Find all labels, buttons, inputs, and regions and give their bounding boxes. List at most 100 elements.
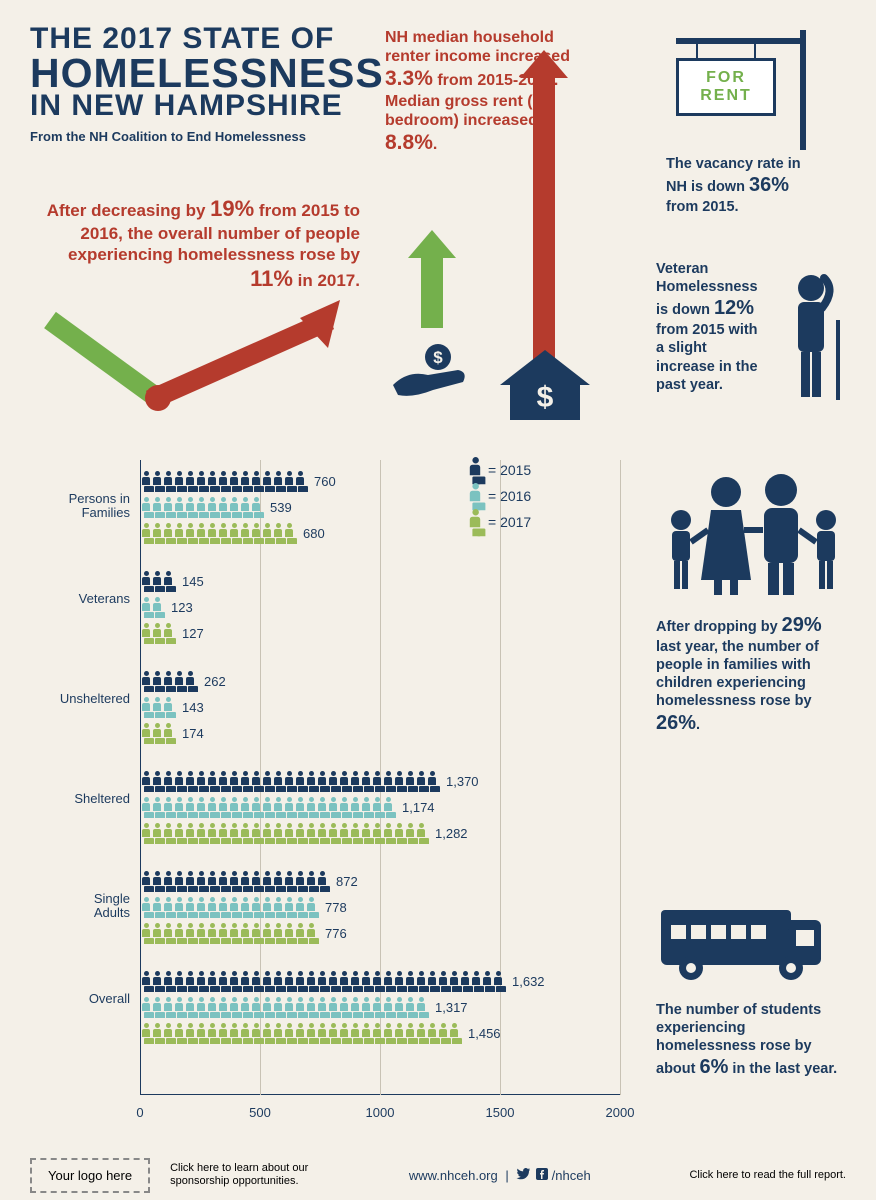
stat-pct: 8.8% <box>385 131 433 154</box>
bar-value: 123 <box>171 600 193 615</box>
person-icon <box>207 797 217 817</box>
category-label: Unsheltered <box>30 692 130 706</box>
person-icon <box>152 1023 162 1043</box>
person-icon <box>207 871 217 891</box>
person-icon <box>284 523 294 543</box>
person-icon <box>306 971 316 991</box>
person-icon <box>240 971 250 991</box>
person-icon <box>295 771 305 791</box>
side-pct: 36% <box>749 174 789 196</box>
stat-pct: 19% <box>210 196 254 221</box>
person-icon <box>251 471 261 491</box>
person-icon <box>273 1023 283 1043</box>
person-icon <box>229 771 239 791</box>
bar-value: 776 <box>325 926 347 941</box>
legend-label: = 2015 <box>488 462 531 478</box>
person-icon <box>427 1023 437 1043</box>
person-icon <box>284 823 294 843</box>
side-pct: 12% <box>714 297 754 319</box>
facebook-icon[interactable] <box>536 1168 548 1183</box>
footer-center: www.nhceh.org | /nhceh <box>330 1168 669 1183</box>
person-icon <box>141 697 151 717</box>
pictogram-row: 1,370 <box>141 770 479 792</box>
person-icon <box>469 509 482 535</box>
person-icon <box>460 971 470 991</box>
person-icon <box>207 523 217 543</box>
person-icon <box>251 871 261 891</box>
person-icon <box>196 1023 206 1043</box>
side-text: from 2015. <box>666 199 739 215</box>
person-icon <box>317 1023 327 1043</box>
person-icon <box>174 797 184 817</box>
person-icon <box>218 871 228 891</box>
footer-url[interactable]: www.nhceh.org <box>409 1168 498 1183</box>
person-icon <box>207 1023 217 1043</box>
person-icon <box>295 971 305 991</box>
person-icon <box>469 457 482 483</box>
side-text: in the last year. <box>728 1061 837 1077</box>
person-icon <box>163 971 173 991</box>
pictogram-row: 127 <box>141 622 204 644</box>
person-icon <box>339 797 349 817</box>
person-icon <box>405 823 415 843</box>
person-icon <box>196 523 206 543</box>
person-icon <box>141 671 151 691</box>
title-subtitle: From the NH Coalition to End Homelessnes… <box>30 129 370 144</box>
person-icon <box>218 923 228 943</box>
person-icon <box>163 897 173 917</box>
person-icon <box>383 1023 393 1043</box>
twitter-icon[interactable] <box>516 1168 530 1183</box>
person-icon <box>152 971 162 991</box>
person-icon <box>141 797 151 817</box>
person-icon <box>218 997 228 1017</box>
logo-placeholder[interactable]: Your logo here <box>30 1158 150 1193</box>
category-label: Veterans <box>30 592 130 606</box>
person-icon <box>328 997 338 1017</box>
chart-legend: = 2015= 2016= 2017 <box>470 460 531 538</box>
house-dollar-icon: $ <box>495 345 595 425</box>
person-icon <box>185 897 195 917</box>
person-icon <box>284 923 294 943</box>
footer-social[interactable]: /nhceh <box>552 1168 591 1183</box>
person-icon <box>471 971 481 991</box>
person-icon <box>427 971 437 991</box>
person-icon <box>449 971 459 991</box>
person-icon <box>262 823 272 843</box>
person-icon <box>306 823 316 843</box>
person-icon <box>185 671 195 691</box>
person-icon <box>163 523 173 543</box>
person-icon <box>141 971 151 991</box>
person-icon <box>372 1023 382 1043</box>
stat-pct: 11% <box>250 266 293 291</box>
bar-value: 1,174 <box>402 800 435 815</box>
person-icon <box>251 523 261 543</box>
pictogram-row: 1,632 <box>141 970 545 992</box>
person-icon <box>229 523 239 543</box>
person-icon <box>152 623 162 643</box>
person-icon <box>185 1023 195 1043</box>
person-icon <box>207 823 217 843</box>
person-icon <box>273 523 283 543</box>
person-icon <box>469 483 482 509</box>
person-icon <box>196 871 206 891</box>
person-icon <box>449 1023 459 1043</box>
person-icon <box>427 771 437 791</box>
person-icon <box>317 823 327 843</box>
person-icon <box>317 997 327 1017</box>
x-tick-label: 1500 <box>486 1105 515 1120</box>
bar-value: 680 <box>303 526 325 541</box>
person-icon <box>207 497 217 517</box>
person-icon <box>416 771 426 791</box>
report-link[interactable]: Click here to read the full report. <box>689 1169 846 1181</box>
person-icon <box>284 797 294 817</box>
person-icon <box>383 771 393 791</box>
person-icon <box>141 897 151 917</box>
person-icon <box>218 971 228 991</box>
person-icon <box>163 723 173 743</box>
person-icon <box>152 671 162 691</box>
person-icon <box>361 971 371 991</box>
sponsor-link[interactable]: Click here to learn about our sponsorshi… <box>170 1162 310 1188</box>
category-label: Sheltered <box>30 792 130 806</box>
person-icon <box>229 471 239 491</box>
person-icon <box>174 471 184 491</box>
